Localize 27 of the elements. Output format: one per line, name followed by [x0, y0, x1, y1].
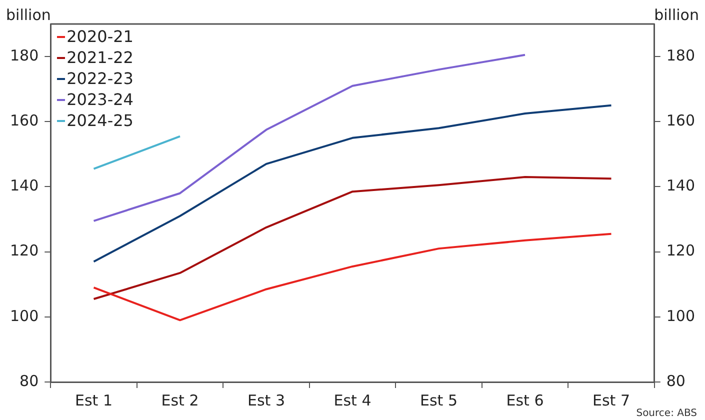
- legend-label: 2021-22: [66, 47, 134, 68]
- x-tick-label: Est 7: [592, 391, 630, 410]
- legend-label: 2022-23: [66, 68, 134, 89]
- y2-tick-label: 140: [666, 176, 696, 195]
- x-tick-label: Est 4: [334, 391, 372, 410]
- x-tick-label: Est 1: [75, 391, 113, 410]
- y-tick-label: 180: [10, 46, 39, 64]
- y-tick-label: 100: [10, 306, 39, 325]
- y-axis-title: billion: [6, 6, 51, 24]
- y2-tick-label: 180: [666, 46, 696, 64]
- y-tick-label: 140: [10, 176, 39, 195]
- x-tick-label: Est 2: [161, 391, 199, 410]
- x-tick-label: Est 5: [420, 391, 458, 410]
- legend-label: 2024-25: [66, 110, 134, 131]
- legend-label: 2020-21: [66, 26, 134, 47]
- x-tick-label: Est 3: [248, 391, 286, 410]
- y-tick-label: 120: [10, 242, 39, 260]
- y2-axis-title: billion: [654, 6, 699, 24]
- y2-tick-label: 100: [666, 306, 696, 325]
- y2-tick-label: 120: [666, 242, 696, 260]
- y-tick-label: 80: [20, 372, 39, 390]
- legend-label: 2023-24: [66, 89, 134, 110]
- y-tick-label: 160: [10, 112, 39, 130]
- y2-tick-label: 160: [666, 112, 696, 130]
- source-note: Source: ABS: [636, 408, 697, 419]
- x-tick-label: Est 6: [506, 391, 544, 410]
- y2-tick-label: 80: [666, 372, 686, 390]
